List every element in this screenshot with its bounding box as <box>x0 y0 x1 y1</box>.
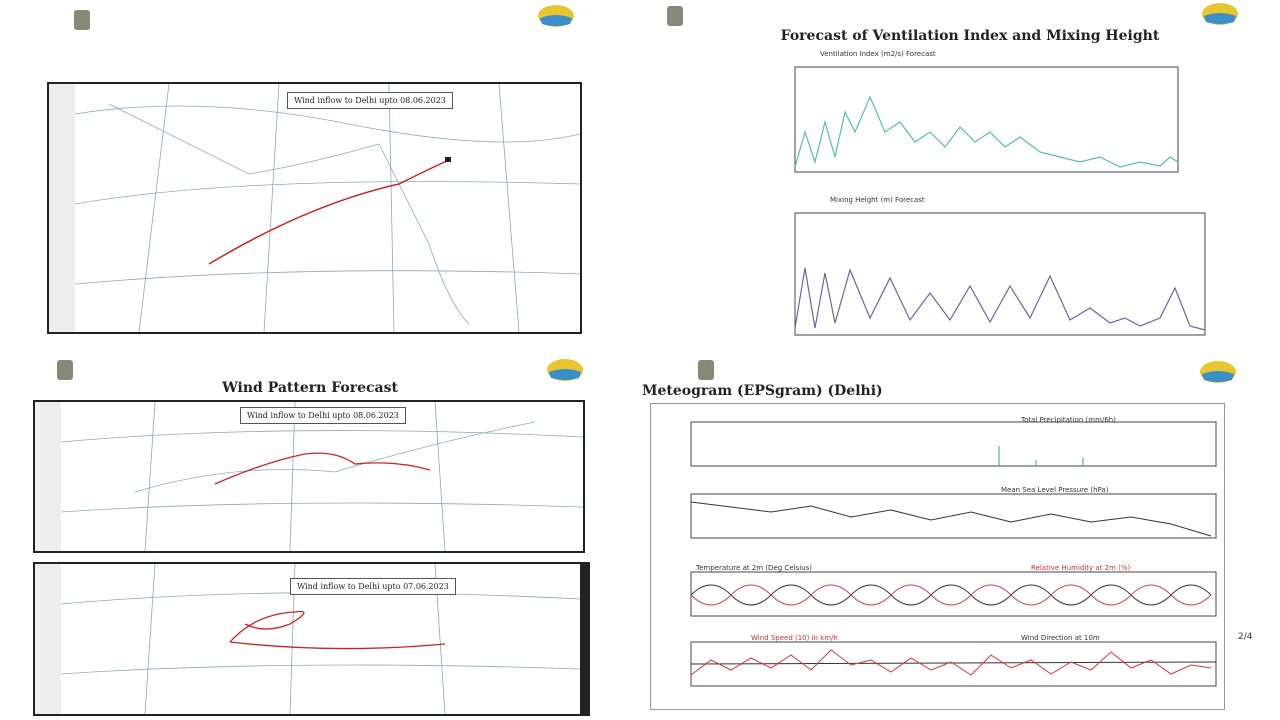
logo <box>538 5 574 27</box>
map-caption: Wind inflow to Delhi upto 07.06.2023 <box>290 578 456 595</box>
logo <box>57 360 73 380</box>
section-title: Forecast of Ventilation Index and Mixing… <box>780 28 1160 44</box>
plot-title: Relative Humidity at 2m (%) <box>1031 564 1131 572</box>
page-indicator: 2/4 <box>1238 632 1253 642</box>
map-caption: Wind inflow to Delhi upto 08.06.2023 <box>240 407 406 424</box>
logo <box>698 360 714 380</box>
chart-title: Mixing Height (m) Forecast <box>830 196 925 204</box>
logo <box>1200 361 1236 383</box>
plot <box>690 421 1217 467</box>
trajectory-map: Wind inflow to Delhi upto 08.06.2023 <box>47 82 582 334</box>
plot-title: Temperature at 2m (Deg Celsius) <box>696 564 812 572</box>
section-title: Meteogram (EPSgram) (Delhi) <box>642 383 883 399</box>
logo <box>74 10 90 30</box>
logo <box>547 359 583 381</box>
trajectory-map: Wind inflow to Delhi upto 07.06.2023 <box>33 562 590 716</box>
map-caption: Wind inflow to Delhi upto 08.06.2023 <box>287 92 453 109</box>
chart-title: Ventilation Index (m2/s) Forecast <box>820 50 936 58</box>
map-drawing <box>35 402 583 551</box>
plot-title: Wind Direction at 10m <box>1021 634 1100 642</box>
logo <box>667 6 683 26</box>
plot <box>690 493 1217 539</box>
plot-title: Wind Speed (10) in km/h <box>751 634 838 642</box>
section-title: Wind Pattern Forecast <box>222 380 398 396</box>
meteogram: Total Precipitation (mm/6h) Mean Sea Lev… <box>650 403 1225 710</box>
plot-title: Total Precipitation (mm/6h) <box>1021 416 1116 424</box>
plot-title: Mean Sea Level Pressure (hPa) <box>1001 486 1109 494</box>
chart-image <box>794 66 1179 173</box>
plot <box>690 641 1217 687</box>
chart-image <box>794 212 1206 336</box>
trajectory-map: Wind inflow to Delhi upto 08.06.2023 <box>33 400 585 553</box>
map-drawing <box>49 84 580 332</box>
map-drawing <box>35 564 588 714</box>
plot <box>690 571 1217 617</box>
logo <box>1202 3 1238 25</box>
